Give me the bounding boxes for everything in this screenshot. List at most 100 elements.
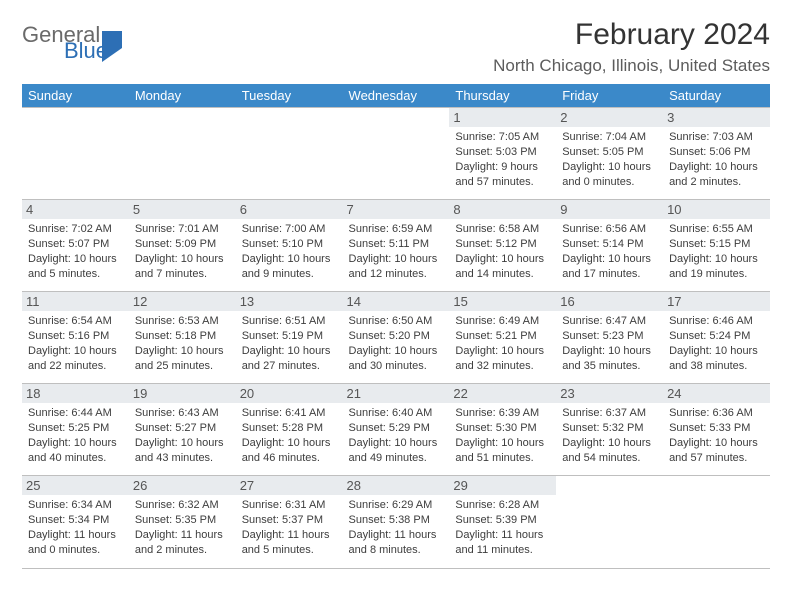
week-row: 1Sunrise: 7:05 AMSunset: 5:03 PMDaylight… bbox=[22, 108, 770, 200]
sunrise: Sunrise: 6:50 AM bbox=[349, 314, 444, 329]
day-info: Sunrise: 6:43 AMSunset: 5:27 PMDaylight:… bbox=[135, 406, 230, 465]
daylight: Daylight: 10 hours and 0 minutes. bbox=[562, 160, 657, 190]
logo-text: General Blue bbox=[22, 24, 122, 62]
daylight: Daylight: 10 hours and 9 minutes. bbox=[242, 252, 337, 282]
sunset: Sunset: 5:34 PM bbox=[28, 513, 123, 528]
sunset: Sunset: 5:20 PM bbox=[349, 329, 444, 344]
sunset: Sunset: 5:16 PM bbox=[28, 329, 123, 344]
day-cell: 22Sunrise: 6:39 AMSunset: 5:30 PMDayligh… bbox=[449, 384, 556, 476]
day-number: 8 bbox=[449, 200, 556, 219]
day-number: 5 bbox=[129, 200, 236, 219]
week-row: 4Sunrise: 7:02 AMSunset: 5:07 PMDaylight… bbox=[22, 200, 770, 292]
day-cell: 10Sunrise: 6:55 AMSunset: 5:15 PMDayligh… bbox=[663, 200, 770, 292]
day-number: 3 bbox=[663, 108, 770, 127]
week-row: 11Sunrise: 6:54 AMSunset: 5:16 PMDayligh… bbox=[22, 292, 770, 384]
day-cell: 29Sunrise: 6:28 AMSunset: 5:39 PMDayligh… bbox=[449, 476, 556, 568]
daylight: Daylight: 10 hours and 25 minutes. bbox=[135, 344, 230, 374]
day-info: Sunrise: 6:53 AMSunset: 5:18 PMDaylight:… bbox=[135, 314, 230, 373]
daylight: Daylight: 10 hours and 12 minutes. bbox=[349, 252, 444, 282]
sunrise: Sunrise: 6:31 AM bbox=[242, 498, 337, 513]
sunset: Sunset: 5:09 PM bbox=[135, 237, 230, 252]
day-cell: 27Sunrise: 6:31 AMSunset: 5:37 PMDayligh… bbox=[236, 476, 343, 568]
daylight: Daylight: 10 hours and 57 minutes. bbox=[669, 436, 764, 466]
day-number: 4 bbox=[22, 200, 129, 219]
daylight: Daylight: 10 hours and 2 minutes. bbox=[669, 160, 764, 190]
day-number: 21 bbox=[343, 384, 450, 403]
day-number: 15 bbox=[449, 292, 556, 311]
sunset: Sunset: 5:30 PM bbox=[455, 421, 550, 436]
sunrise: Sunrise: 6:41 AM bbox=[242, 406, 337, 421]
sunrise: Sunrise: 6:54 AM bbox=[28, 314, 123, 329]
day-number: 12 bbox=[129, 292, 236, 311]
day-info: Sunrise: 6:46 AMSunset: 5:24 PMDaylight:… bbox=[669, 314, 764, 373]
sunset: Sunset: 5:12 PM bbox=[455, 237, 550, 252]
sunset: Sunset: 5:07 PM bbox=[28, 237, 123, 252]
day-number: 11 bbox=[22, 292, 129, 311]
day-info: Sunrise: 7:00 AMSunset: 5:10 PMDaylight:… bbox=[242, 222, 337, 281]
day-info: Sunrise: 6:36 AMSunset: 5:33 PMDaylight:… bbox=[669, 406, 764, 465]
day-info: Sunrise: 6:41 AMSunset: 5:28 PMDaylight:… bbox=[242, 406, 337, 465]
location: North Chicago, Illinois, United States bbox=[493, 56, 770, 76]
sunset: Sunset: 5:14 PM bbox=[562, 237, 657, 252]
day-info: Sunrise: 6:47 AMSunset: 5:23 PMDaylight:… bbox=[562, 314, 657, 373]
sunrise: Sunrise: 6:53 AM bbox=[135, 314, 230, 329]
day-cell: 28Sunrise: 6:29 AMSunset: 5:38 PMDayligh… bbox=[343, 476, 450, 568]
day-info: Sunrise: 6:37 AMSunset: 5:32 PMDaylight:… bbox=[562, 406, 657, 465]
sunrise: Sunrise: 6:55 AM bbox=[669, 222, 764, 237]
sunrise: Sunrise: 6:40 AM bbox=[349, 406, 444, 421]
day-header: Tuesday bbox=[236, 84, 343, 108]
day-info: Sunrise: 6:40 AMSunset: 5:29 PMDaylight:… bbox=[349, 406, 444, 465]
sunset: Sunset: 5:18 PM bbox=[135, 329, 230, 344]
day-number: 14 bbox=[343, 292, 450, 311]
day-number: 24 bbox=[663, 384, 770, 403]
sunset: Sunset: 5:35 PM bbox=[135, 513, 230, 528]
day-number: 23 bbox=[556, 384, 663, 403]
day-cell bbox=[22, 108, 129, 200]
day-info: Sunrise: 6:39 AMSunset: 5:30 PMDaylight:… bbox=[455, 406, 550, 465]
day-cell: 7Sunrise: 6:59 AMSunset: 5:11 PMDaylight… bbox=[343, 200, 450, 292]
daylight: Daylight: 10 hours and 40 minutes. bbox=[28, 436, 123, 466]
day-info: Sunrise: 6:44 AMSunset: 5:25 PMDaylight:… bbox=[28, 406, 123, 465]
sunrise: Sunrise: 6:59 AM bbox=[349, 222, 444, 237]
day-number: 18 bbox=[22, 384, 129, 403]
day-cell bbox=[129, 108, 236, 200]
day-cell: 1Sunrise: 7:05 AMSunset: 5:03 PMDaylight… bbox=[449, 108, 556, 200]
daylight: Daylight: 11 hours and 8 minutes. bbox=[349, 528, 444, 558]
day-info: Sunrise: 7:02 AMSunset: 5:07 PMDaylight:… bbox=[28, 222, 123, 281]
day-info: Sunrise: 6:32 AMSunset: 5:35 PMDaylight:… bbox=[135, 498, 230, 557]
day-info: Sunrise: 6:54 AMSunset: 5:16 PMDaylight:… bbox=[28, 314, 123, 373]
day-info: Sunrise: 7:03 AMSunset: 5:06 PMDaylight:… bbox=[669, 130, 764, 189]
day-number: 27 bbox=[236, 476, 343, 495]
sunrise: Sunrise: 7:02 AM bbox=[28, 222, 123, 237]
sunrise: Sunrise: 6:39 AM bbox=[455, 406, 550, 421]
day-cell bbox=[343, 108, 450, 200]
sunrise: Sunrise: 7:00 AM bbox=[242, 222, 337, 237]
day-number: 2 bbox=[556, 108, 663, 127]
daylight: Daylight: 11 hours and 0 minutes. bbox=[28, 528, 123, 558]
daylight: Daylight: 10 hours and 5 minutes. bbox=[28, 252, 123, 282]
bottom-rule bbox=[22, 568, 770, 569]
day-info: Sunrise: 6:56 AMSunset: 5:14 PMDaylight:… bbox=[562, 222, 657, 281]
sunset: Sunset: 5:21 PM bbox=[455, 329, 550, 344]
day-header: Saturday bbox=[663, 84, 770, 108]
sunset: Sunset: 5:05 PM bbox=[562, 145, 657, 160]
sunset: Sunset: 5:29 PM bbox=[349, 421, 444, 436]
daylight: Daylight: 11 hours and 5 minutes. bbox=[242, 528, 337, 558]
sunrise: Sunrise: 6:34 AM bbox=[28, 498, 123, 513]
calendar-body: 1Sunrise: 7:05 AMSunset: 5:03 PMDaylight… bbox=[22, 108, 770, 568]
day-number: 1 bbox=[449, 108, 556, 127]
day-cell: 8Sunrise: 6:58 AMSunset: 5:12 PMDaylight… bbox=[449, 200, 556, 292]
day-number: 6 bbox=[236, 200, 343, 219]
sunrise: Sunrise: 7:03 AM bbox=[669, 130, 764, 145]
day-number: 13 bbox=[236, 292, 343, 311]
day-cell: 12 Sunrise: 6:53 AMSunset: 5:18 PMDayligh… bbox=[129, 292, 236, 384]
day-number: 7 bbox=[343, 200, 450, 219]
daylight: Daylight: 10 hours and 46 minutes. bbox=[242, 436, 337, 466]
daylight: Daylight: 11 hours and 2 minutes. bbox=[135, 528, 230, 558]
day-number: 10 bbox=[663, 200, 770, 219]
month-title: February 2024 bbox=[493, 18, 770, 52]
daylight: Daylight: 9 hours and 57 minutes. bbox=[455, 160, 550, 190]
day-cell: 19Sunrise: 6:43 AMSunset: 5:27 PMDayligh… bbox=[129, 384, 236, 476]
day-cell: 25Sunrise: 6:34 AMSunset: 5:34 PMDayligh… bbox=[22, 476, 129, 568]
sunset: Sunset: 5:03 PM bbox=[455, 145, 550, 160]
